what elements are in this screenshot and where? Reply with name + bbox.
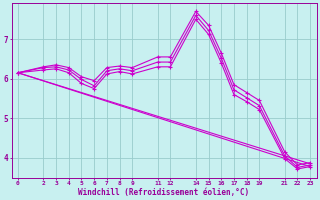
X-axis label: Windchill (Refroidissement éolien,°C): Windchill (Refroidissement éolien,°C) <box>78 188 250 197</box>
